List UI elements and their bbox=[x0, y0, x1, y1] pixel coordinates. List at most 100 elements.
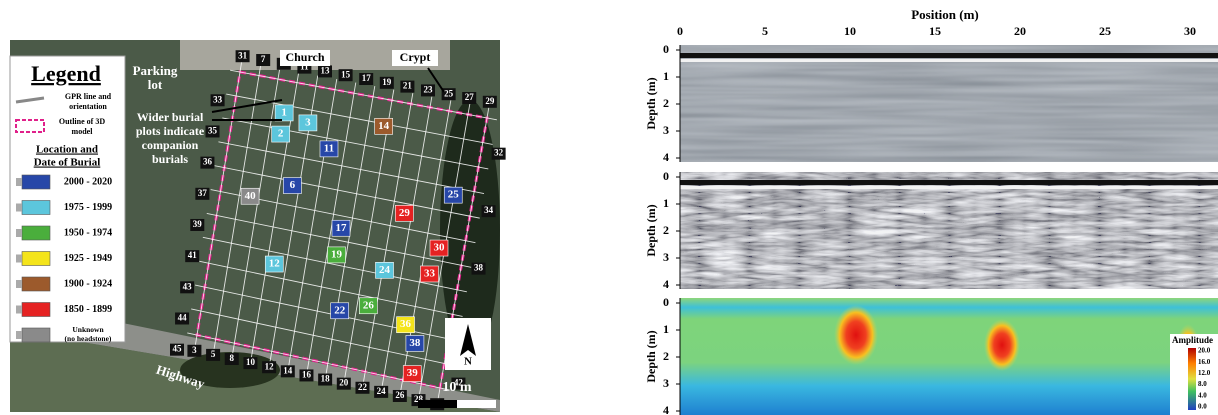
legend-swatch bbox=[21, 174, 51, 190]
line-number-box bbox=[180, 281, 195, 294]
line-number: 15 bbox=[341, 69, 351, 79]
line-number-box bbox=[392, 389, 407, 402]
line-number: 3 bbox=[192, 345, 197, 355]
north-arrow bbox=[460, 324, 476, 356]
line-number: 18 bbox=[321, 374, 331, 384]
legend-title: Legend bbox=[31, 61, 101, 86]
colorbar-tick: 0.0 bbox=[1198, 403, 1207, 411]
line-number: 33 bbox=[213, 94, 223, 104]
burial-plot bbox=[405, 335, 425, 352]
radargram bbox=[680, 172, 1218, 289]
gpr-line bbox=[218, 141, 485, 194]
gpr-line bbox=[288, 78, 338, 367]
y-axis-label: Depth (m) bbox=[644, 204, 658, 256]
legend-swatch-tab bbox=[16, 254, 22, 263]
line-number: 20 bbox=[339, 378, 349, 388]
line-number-box bbox=[451, 377, 466, 390]
burial-label: 29 bbox=[399, 207, 411, 219]
y-tick-label: 3 bbox=[663, 376, 669, 390]
y-tick-label: 4 bbox=[663, 403, 669, 415]
burial-label: 19 bbox=[331, 248, 343, 260]
arrow bbox=[427, 67, 445, 93]
x-axis-label: Position (m) bbox=[911, 7, 979, 22]
burial-label: 30 bbox=[434, 242, 446, 254]
line-number-box bbox=[379, 76, 394, 89]
burial-plot bbox=[331, 219, 351, 237]
gpr-line bbox=[232, 68, 281, 354]
burial-label: 24 bbox=[379, 264, 391, 276]
label-box bbox=[392, 50, 438, 66]
burial-plot bbox=[375, 261, 394, 279]
place-label: Crypt bbox=[400, 50, 431, 64]
y-tick-label: 0 bbox=[663, 169, 669, 183]
colorbar-tick: 20.0 bbox=[1198, 347, 1211, 355]
y-tick-label: 0 bbox=[663, 42, 669, 56]
surface-reflection bbox=[680, 59, 1218, 62]
legend-swatch-tab bbox=[16, 203, 22, 212]
burial-plot bbox=[330, 302, 349, 320]
line-number: 43 bbox=[183, 281, 193, 291]
burial-plot bbox=[327, 246, 346, 264]
line-number: 11 bbox=[300, 62, 309, 72]
y-tick-label: 2 bbox=[663, 96, 669, 110]
gpr-line bbox=[230, 69, 497, 121]
x-tick-label: 10 bbox=[844, 24, 856, 38]
legend-text: orientation bbox=[69, 102, 107, 111]
burial-label: 1 bbox=[281, 106, 287, 118]
y-axis-label: Depth (m) bbox=[644, 77, 658, 129]
legend-swatch-tab bbox=[16, 280, 22, 288]
annotation: Wider burial bbox=[137, 110, 204, 124]
line-number: 35 bbox=[208, 126, 218, 136]
colorbar-tick: 4.0 bbox=[1198, 391, 1207, 399]
line-number-box bbox=[187, 344, 202, 357]
line-number: 27 bbox=[465, 92, 475, 102]
burial-plot bbox=[402, 365, 422, 382]
burial-plot bbox=[240, 187, 260, 205]
map: 3179111315171921232527293581012141618202… bbox=[133, 50, 506, 411]
gpr-line bbox=[213, 64, 262, 350]
line-number: 21 bbox=[403, 81, 413, 91]
colorbar bbox=[1188, 348, 1196, 410]
line-number: 12 bbox=[265, 361, 275, 371]
burial-label: 26 bbox=[363, 299, 375, 311]
line-number: 26 bbox=[395, 390, 405, 400]
colorbar-tick: 12.0 bbox=[1198, 369, 1211, 377]
legend-swatch bbox=[21, 327, 51, 343]
line-number-box bbox=[243, 357, 258, 370]
burial-plot bbox=[395, 205, 414, 222]
line-number: 23 bbox=[424, 84, 434, 94]
legend-label: (no headstone) bbox=[65, 334, 112, 343]
legend-label: 1850 - 1899 bbox=[64, 304, 112, 315]
burial-plot bbox=[359, 297, 378, 315]
line-number-box bbox=[169, 343, 184, 356]
legend-label: 1950 - 1974 bbox=[64, 227, 112, 238]
line-number-box bbox=[224, 352, 239, 365]
burial-plot bbox=[264, 255, 284, 273]
legend-label: 2000 - 2020 bbox=[64, 176, 112, 187]
line-number: 34 bbox=[484, 205, 494, 215]
line-number-box bbox=[206, 348, 221, 361]
y-tick-label: 1 bbox=[663, 196, 669, 210]
legend-label: 1925 - 1949 bbox=[64, 253, 112, 264]
line-number-box bbox=[336, 377, 351, 390]
anomaly bbox=[984, 319, 1020, 371]
x-tick-label: 0 bbox=[677, 24, 683, 38]
legend-box bbox=[9, 55, 126, 343]
burial-label: 25 bbox=[448, 189, 460, 201]
line-number-box bbox=[210, 94, 225, 107]
legend-swatch bbox=[21, 302, 51, 317]
line-number-box bbox=[481, 205, 496, 218]
line-number: 29 bbox=[485, 96, 495, 106]
gpr-line bbox=[202, 236, 467, 293]
annotation: burials bbox=[152, 152, 188, 166]
surface-reflection bbox=[680, 180, 1218, 185]
gpr-line bbox=[344, 89, 395, 379]
line-number-box bbox=[317, 65, 332, 78]
surface-reflection bbox=[680, 186, 1218, 189]
gpr-line bbox=[362, 93, 414, 383]
burial-plot bbox=[319, 140, 339, 158]
line-number: 16 bbox=[302, 369, 312, 379]
colorbar-tick: 8.0 bbox=[1198, 380, 1207, 388]
